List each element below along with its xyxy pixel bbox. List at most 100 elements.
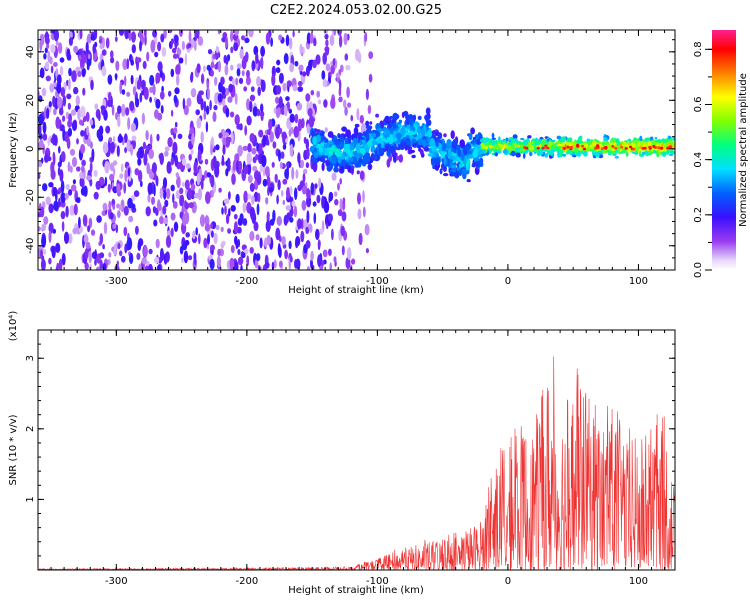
heatmap-cell [151, 196, 155, 205]
heatmap-cell [176, 73, 180, 86]
heatmap-cell [172, 53, 178, 59]
heatmap-cell [264, 261, 270, 269]
heatmap-cell [193, 192, 200, 199]
heatmap-cell [117, 105, 122, 114]
heatmap-cell [245, 76, 251, 86]
heatmap-cell [182, 181, 185, 188]
heatmap-cell [159, 187, 163, 199]
heatmap-cell [280, 151, 285, 159]
heatmap-cell [466, 179, 471, 183]
heatmap-cell [205, 191, 211, 204]
heatmap-cell [160, 105, 164, 114]
heatmap-cell [167, 230, 172, 237]
heatmap-cell [328, 147, 334, 157]
heatmap-cell [83, 54, 87, 64]
heatmap-cell [142, 141, 146, 150]
heatmap-cell [143, 245, 148, 258]
heatmap-cell [576, 144, 580, 148]
heatmap-cell [40, 206, 45, 218]
heatmap-cell [328, 248, 332, 256]
heatmap-cell [38, 95, 43, 103]
heatmap-cell [234, 114, 240, 126]
heatmap-cell [90, 79, 94, 91]
heatmap-cell [206, 172, 212, 178]
heatmap-cell [69, 204, 75, 216]
heatmap-cell [38, 173, 41, 179]
heatmap-cell [134, 168, 140, 176]
heatmap-cell [332, 155, 337, 165]
heatmap-cell [53, 200, 59, 212]
heatmap-cell [432, 130, 436, 135]
heatmap-cell [261, 154, 267, 167]
heatmap-cell [247, 174, 253, 184]
heatmap-cell [84, 248, 89, 260]
heatmap-cell [485, 137, 489, 143]
heatmap-cell [130, 122, 136, 132]
heatmap-cell [357, 192, 361, 205]
heatmap-cell [135, 97, 140, 108]
heatmap-cell [325, 63, 331, 72]
heatmap-cell [522, 153, 526, 159]
heatmap-cell [334, 199, 339, 206]
heatmap-cell [595, 153, 600, 158]
spectrogram-frame [37, 29, 676, 271]
heatmap-cell [451, 168, 457, 173]
heatmap-cell [316, 144, 320, 148]
heatmap-cell [102, 202, 108, 211]
heatmap-cell [394, 113, 400, 120]
heatmap-cell [409, 149, 416, 154]
heatmap-cell [94, 258, 97, 266]
heatmap-cell [333, 256, 337, 263]
heatmap-cell [242, 202, 247, 213]
heatmap-cell [46, 156, 52, 162]
heatmap-cell [210, 69, 214, 77]
heatmap-cell [353, 126, 359, 135]
heatmap-cell [123, 205, 129, 216]
heatmap-cell [488, 142, 492, 146]
heatmap-cell [496, 140, 501, 144]
heatmap-cell [362, 139, 366, 148]
heatmap-cell [198, 233, 201, 245]
heatmap-cell [107, 74, 113, 85]
heatmap-cell [49, 83, 55, 93]
heatmap-cell [285, 167, 289, 180]
heatmap-cell [472, 139, 478, 144]
heatmap-cell [614, 156, 619, 159]
heatmap-cell [48, 101, 52, 108]
heatmap-cell [312, 136, 317, 146]
heatmap-cell [267, 129, 271, 136]
heatmap-cell [147, 193, 151, 203]
heatmap-cell [109, 173, 115, 182]
heatmap-cell [172, 141, 178, 155]
heatmap-cell [343, 32, 348, 46]
heatmap-cell [325, 46, 330, 56]
heatmap-cell [527, 135, 532, 139]
heatmap-cell [460, 152, 465, 162]
heatmap-cell [602, 149, 607, 154]
heatmap-cell [163, 189, 167, 200]
heatmap-cell [596, 146, 600, 150]
heatmap-cell [159, 152, 164, 165]
heatmap-cell [89, 178, 93, 187]
y-tick-label: -40 [25, 238, 36, 254]
colorbar-label: Normalized spectral amplitude [738, 73, 749, 227]
heatmap-cell [318, 147, 323, 153]
spectrogram-x-axis-label: Height of straight line (km) [288, 285, 424, 296]
heatmap-cell [513, 138, 519, 143]
heatmap-cell [339, 178, 343, 185]
heatmap-cell [155, 175, 159, 187]
heatmap-cell [190, 183, 196, 191]
heatmap-cell [443, 133, 447, 138]
heatmap-cell [556, 135, 561, 140]
heatmap-cell [104, 160, 110, 174]
heatmap-cell [77, 109, 81, 121]
heatmap-cell [162, 177, 168, 189]
heatmap-cell [276, 194, 279, 205]
heatmap-cell [378, 148, 385, 157]
heatmap-cell [561, 136, 566, 142]
heatmap-cell [302, 46, 305, 55]
colorbar-gradient [712, 30, 736, 270]
heatmap-cell [282, 82, 287, 92]
heatmap-cell [293, 205, 298, 218]
heatmap-cell [88, 250, 92, 264]
